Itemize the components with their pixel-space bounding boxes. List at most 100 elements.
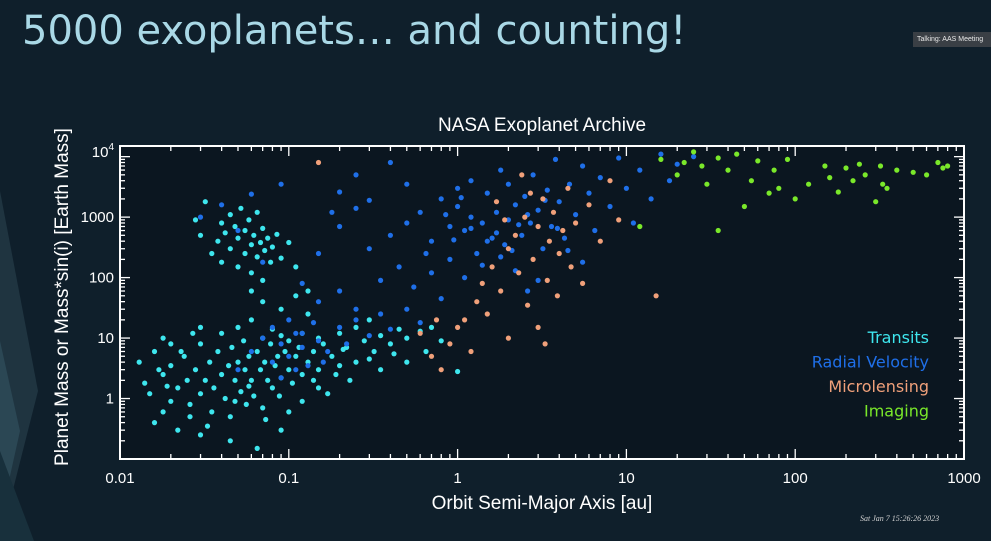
data-point-transits-34 xyxy=(248,317,254,323)
data-point-transits-127 xyxy=(160,335,166,341)
data-point-imaging-4 xyxy=(691,149,697,155)
data-point-radial-velocity-35 xyxy=(493,209,500,215)
data-point-transits-142 xyxy=(232,398,238,404)
data-point-transits-64 xyxy=(337,363,343,369)
y-tick-label-1: 10 xyxy=(97,330,114,347)
data-point-radial-velocity-75 xyxy=(315,250,322,257)
data-point-radial-velocity-29 xyxy=(468,214,474,220)
data-point-microlensing-33 xyxy=(586,202,592,208)
data-point-radial-velocity-62 xyxy=(637,167,643,173)
data-point-transits-144 xyxy=(263,416,269,423)
data-point-microlensing-23 xyxy=(544,277,550,283)
data-point-microlensing-20 xyxy=(535,223,541,230)
data-point-radial-velocity-33 xyxy=(484,190,490,196)
data-point-imaging-33 xyxy=(935,159,941,166)
data-point-radial-velocity-30 xyxy=(468,178,474,184)
data-point-radial-velocity-66 xyxy=(674,161,680,167)
data-point-radial-velocity-74 xyxy=(299,280,305,286)
data-point-transits-101 xyxy=(269,244,275,250)
data-point-transits-7 xyxy=(175,385,181,391)
data-point-radial-velocity-6 xyxy=(293,330,299,336)
data-point-radial-velocity-95 xyxy=(516,222,522,228)
data-point-radial-velocity-96 xyxy=(565,247,571,254)
data-point-transits-112 xyxy=(197,432,204,438)
data-point-radial-velocity-21 xyxy=(404,220,410,226)
data-point-radial-velocity-4 xyxy=(278,341,284,347)
data-point-transits-148 xyxy=(197,324,204,330)
x-tick-label-4: 100 xyxy=(783,470,808,487)
data-point-transits-40 xyxy=(262,359,268,365)
data-point-radial-velocity-34 xyxy=(489,235,495,241)
data-point-transits-135 xyxy=(391,351,397,357)
data-point-transits-125 xyxy=(190,330,196,336)
y-tick-top-base: 10 xyxy=(92,144,109,161)
data-point-radial-velocity-70 xyxy=(235,227,241,234)
data-point-radial-velocity-49 xyxy=(552,156,559,162)
data-point-radial-velocity-22 xyxy=(417,209,423,215)
data-point-imaging-1 xyxy=(658,156,664,162)
data-point-transits-113 xyxy=(227,438,233,444)
slide-title: 5000 exoplanets… and counting! xyxy=(22,8,687,54)
data-point-transits-58 xyxy=(310,348,317,355)
data-point-transits-103 xyxy=(278,255,284,261)
data-point-microlensing-38 xyxy=(519,172,525,178)
data-point-radial-velocity-71 xyxy=(248,191,254,197)
data-point-transits-96 xyxy=(260,225,266,231)
data-point-transits-124 xyxy=(347,377,353,383)
y-tick-label-top: 104 xyxy=(92,142,115,161)
data-point-radial-velocity-110 xyxy=(278,375,284,381)
data-point-transits-5 xyxy=(168,398,174,404)
data-point-radial-velocity-116 xyxy=(458,195,464,201)
data-point-transits-139 xyxy=(438,338,444,344)
data-point-transits-108 xyxy=(202,199,208,205)
legend-entry-radial-velocity: Radial Velocity xyxy=(812,353,929,372)
data-point-radial-velocity-5 xyxy=(286,353,292,359)
data-point-transits-45 xyxy=(272,363,278,369)
data-point-radial-velocity-68 xyxy=(197,214,204,220)
data-point-radial-velocity-104 xyxy=(329,209,335,215)
data-point-radial-velocity-9 xyxy=(315,338,322,344)
data-point-transits-78 xyxy=(219,220,225,226)
data-point-imaging-12 xyxy=(755,158,761,164)
data-point-transits-137 xyxy=(423,348,429,355)
data-point-transits-149 xyxy=(164,383,170,389)
data-point-transits-73 xyxy=(396,326,402,332)
data-point-microlensing-7 xyxy=(468,348,474,355)
chart-legend: Transits Radial Velocity Microlensing Imagi… xyxy=(812,328,929,421)
data-point-imaging-35 xyxy=(945,163,951,169)
data-point-radial-velocity-73 xyxy=(278,181,284,187)
data-point-microlensing-43 xyxy=(493,199,500,205)
data-point-transits-88 xyxy=(242,227,248,234)
data-point-transits-99 xyxy=(265,235,271,241)
data-point-transits-138 xyxy=(428,324,435,330)
x-tick-label-3: 10 xyxy=(618,470,635,487)
data-point-transits-109 xyxy=(305,288,311,294)
data-point-radial-velocity-113 xyxy=(493,230,500,236)
data-point-transits-52 xyxy=(289,380,295,386)
data-point-transits-39 xyxy=(260,405,266,411)
data-point-radial-velocity-31 xyxy=(474,250,480,257)
data-point-transits-32 xyxy=(246,353,252,359)
data-point-radial-velocity-76 xyxy=(337,223,343,230)
data-point-microlensing-37 xyxy=(653,293,659,299)
data-point-radial-velocity-32 xyxy=(479,220,485,226)
data-point-transits-51 xyxy=(286,338,292,344)
data-point-transits-104 xyxy=(286,239,292,246)
data-point-radial-velocity-38 xyxy=(505,217,511,223)
data-point-microlensing-21 xyxy=(535,324,541,330)
data-point-transits-20 xyxy=(219,330,225,336)
data-point-imaging-20 xyxy=(827,175,833,181)
data-point-transits-134 xyxy=(378,367,384,373)
data-point-radial-velocity-106 xyxy=(310,320,317,326)
data-point-transits-62 xyxy=(329,353,335,359)
data-point-transits-92 xyxy=(251,232,257,238)
data-point-microlensing-31 xyxy=(573,220,579,226)
data-point-radial-velocity-59 xyxy=(616,155,622,161)
data-point-transits-136 xyxy=(404,359,410,365)
data-point-imaging-16 xyxy=(784,156,791,162)
data-point-transits-123 xyxy=(333,371,339,378)
data-point-transits-90 xyxy=(248,242,254,248)
data-point-radial-velocity-53 xyxy=(573,212,579,218)
data-point-radial-velocity-101 xyxy=(366,197,372,203)
data-point-radial-velocity-69 xyxy=(219,202,225,208)
